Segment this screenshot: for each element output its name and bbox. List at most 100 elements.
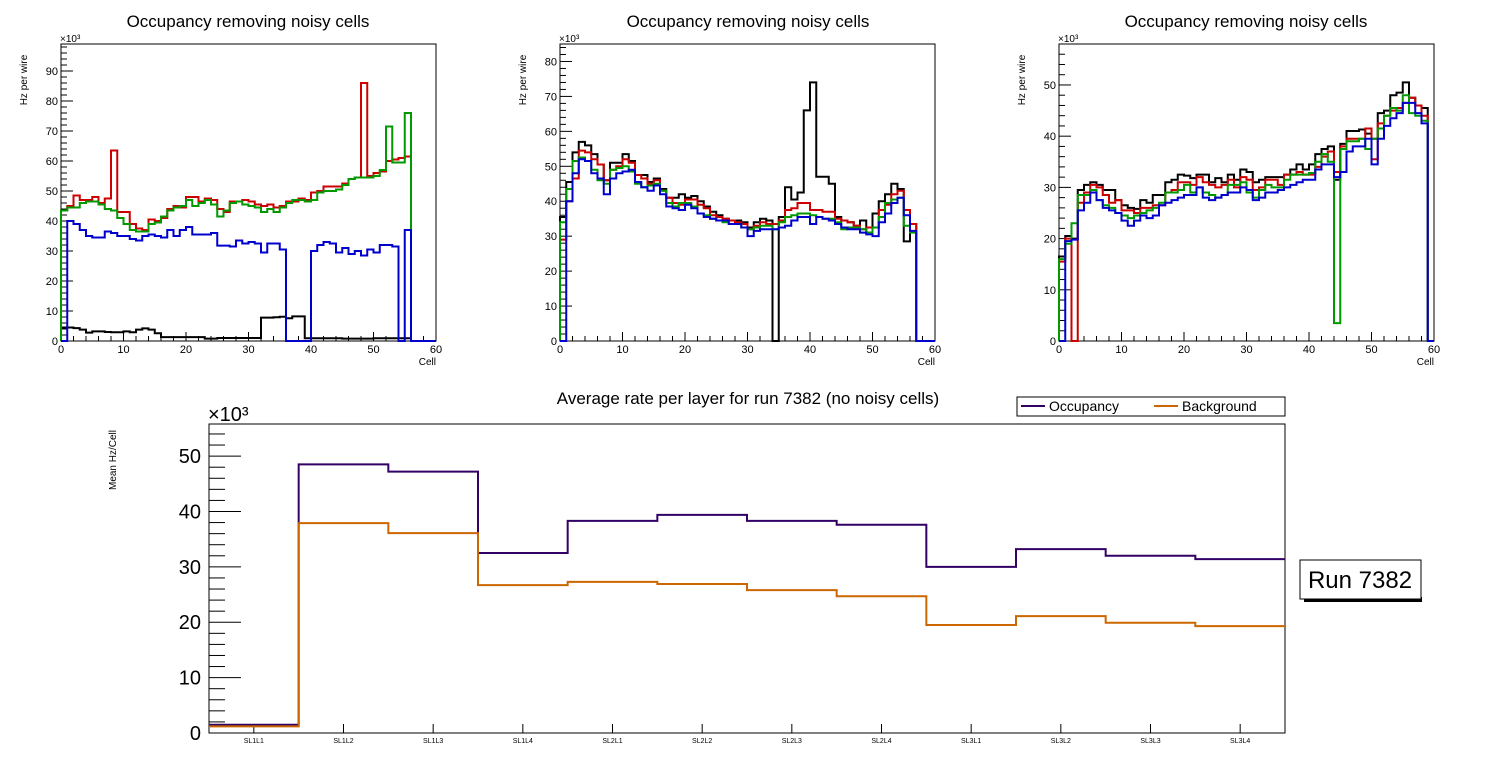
- panel-2-title: Occupancy removing noisy cells: [627, 12, 870, 31]
- panel-3-ylabel: Hz per wire: [1017, 54, 1028, 105]
- y-tick-label: 10: [1044, 285, 1056, 297]
- y-tick-label: 60: [46, 156, 58, 168]
- y-tick-label: 40: [545, 196, 557, 208]
- y-tick-label: 0: [1050, 336, 1056, 348]
- x-tick-label: 50: [1365, 344, 1377, 356]
- panel-layers: Average rate per layer for run 7382 (no …: [108, 389, 1286, 745]
- x-tick-label: 0: [1056, 344, 1062, 356]
- panel-1-xlabel: Cell: [419, 357, 436, 368]
- x-tick-label: 40: [1303, 344, 1315, 356]
- series-blue: [560, 158, 935, 342]
- series-red: [1058, 96, 1434, 342]
- x-tick-label: 50: [866, 344, 878, 356]
- run-label-frame: [1299, 559, 1422, 600]
- x-tick-label: 30: [741, 344, 753, 356]
- legend-box: [1016, 396, 1286, 417]
- y-tick-label: 20: [1044, 234, 1056, 246]
- x-tick-label: 30: [1240, 344, 1252, 356]
- y-tick-label: 20: [179, 612, 201, 634]
- y-tick-label: 10: [545, 301, 557, 313]
- y-tick-label: 40: [1044, 131, 1056, 143]
- y-tick-label: 40: [179, 501, 201, 523]
- category-label: SL3L2: [1051, 738, 1071, 745]
- category-label: SL3L1: [961, 738, 981, 745]
- x-tick-label: 40: [305, 344, 317, 356]
- panel-3: Occupancy removing noisy cells ×10³ Hz p…: [1017, 12, 1440, 368]
- layers-multiplier: ×10³: [208, 404, 249, 426]
- category-label: SL3L3: [1140, 738, 1160, 745]
- legend: Occupancy Background: [1016, 396, 1286, 417]
- y-tick-label: 30: [1044, 182, 1056, 194]
- legend-occupancy-label: Occupancy: [1049, 398, 1119, 414]
- category-label: SL2L3: [782, 738, 802, 745]
- category-label: SL1L3: [423, 738, 443, 745]
- plot-frame: [208, 423, 1286, 734]
- y-tick-label: 50: [545, 161, 557, 173]
- y-tick-label: 10: [46, 306, 58, 318]
- y-tick-label: 30: [179, 557, 201, 579]
- y-tick-label: 60: [545, 126, 557, 138]
- category-label: SL1L2: [333, 738, 353, 745]
- x-tick-label: 40: [804, 344, 816, 356]
- x-tick-label: 20: [1178, 344, 1190, 356]
- panel-2-ylabel: Hz per wire: [518, 54, 529, 105]
- panel-1: Occupancy removing noisy cells ×10³ Hz p…: [19, 12, 442, 368]
- panel-2-multiplier: ×10³: [559, 34, 580, 45]
- category-label: SL2L4: [871, 738, 891, 745]
- x-tick-label: 60: [1428, 344, 1440, 356]
- y-tick-label: 80: [545, 56, 557, 68]
- category-label: SL3L4: [1230, 738, 1250, 745]
- y-tick-label: 70: [46, 126, 58, 138]
- y-tick-label: 90: [46, 66, 58, 78]
- x-tick-label: 20: [180, 344, 192, 356]
- series-blue: [61, 220, 436, 342]
- x-tick-label: 0: [58, 344, 64, 356]
- y-tick-label: 20: [545, 266, 557, 278]
- y-tick-label: 40: [46, 216, 58, 228]
- legend-background-label: Background: [1182, 398, 1257, 414]
- series-black: [60, 315, 436, 342]
- plot-frame: [559, 43, 936, 342]
- y-tick-label: 50: [1044, 80, 1056, 92]
- x-tick-label: 60: [929, 344, 941, 356]
- x-tick-label: 50: [367, 344, 379, 356]
- x-tick-label: 10: [616, 344, 628, 356]
- layers-ylabel: Mean Hz/Cell: [108, 430, 119, 490]
- panel-3-title: Occupancy removing noisy cells: [1125, 12, 1368, 31]
- y-tick-label: 80: [46, 96, 58, 108]
- y-tick-label: 30: [46, 246, 58, 258]
- x-tick-label: 20: [679, 344, 691, 356]
- series-green: [559, 156, 935, 342]
- layers-title: Average rate per layer for run 7382 (no …: [557, 389, 939, 408]
- panel-1-multiplier: ×10³: [60, 34, 81, 45]
- panel-3-xlabel: Cell: [1417, 357, 1434, 368]
- panel-1-ylabel: Hz per wire: [19, 54, 30, 105]
- panel-1-title: Occupancy removing noisy cells: [127, 12, 370, 31]
- y-tick-label: 50: [179, 446, 201, 468]
- x-tick-label: 30: [242, 344, 254, 356]
- y-tick-label: 50: [46, 186, 58, 198]
- series-occupancy: [209, 463, 1285, 726]
- y-tick-label: 10: [179, 668, 201, 690]
- series-red: [60, 82, 436, 342]
- category-label: SL1L1: [244, 738, 264, 745]
- y-tick-label: 20: [46, 276, 58, 288]
- category-label: SL1L4: [513, 738, 533, 745]
- category-label: SL2L1: [602, 738, 622, 745]
- category-label: SL2L2: [692, 738, 712, 745]
- panel-2-xlabel: Cell: [918, 357, 935, 368]
- run-label-box: Run 7382: [1299, 559, 1422, 602]
- series-green: [1058, 94, 1434, 342]
- x-tick-label: 10: [1115, 344, 1127, 356]
- series-blue: [1059, 101, 1434, 342]
- panel-3-multiplier: ×10³: [1058, 34, 1079, 45]
- y-tick-label: 70: [545, 91, 557, 103]
- panel-2: Occupancy removing noisy cells ×10³ Hz p…: [518, 12, 941, 368]
- run-label: Run 7382: [1308, 567, 1412, 594]
- series-background: [209, 522, 1285, 728]
- y-tick-label: 0: [52, 336, 58, 348]
- x-tick-label: 10: [117, 344, 129, 356]
- y-tick-label: 0: [190, 723, 201, 745]
- y-tick-label: 30: [545, 231, 557, 243]
